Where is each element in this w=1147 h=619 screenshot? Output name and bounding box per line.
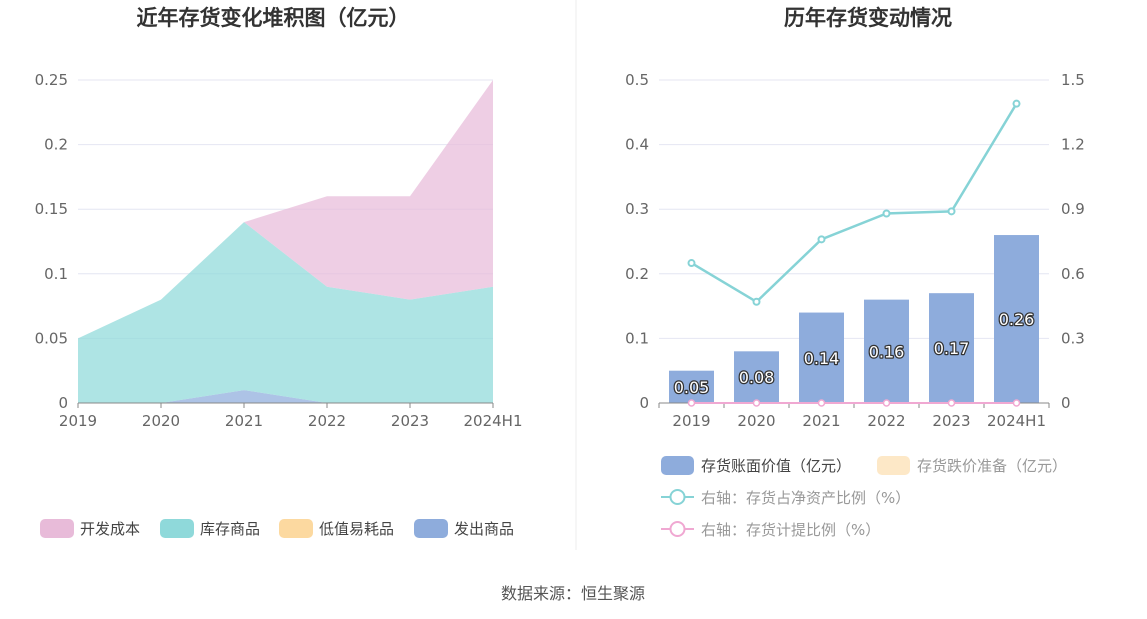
legend-swatch — [661, 456, 694, 475]
y-tick-label: 0.2 — [625, 265, 649, 283]
x-tick-label: 2022 — [308, 412, 346, 430]
y-tick-label: 0.5 — [625, 71, 649, 89]
bar — [799, 312, 844, 403]
line-point-ratio — [687, 259, 696, 268]
legend-marker — [669, 521, 686, 537]
y-tick-label: 0.25 — [35, 71, 68, 89]
line-point-provision — [882, 399, 891, 407]
left-chart-title: 近年存货变化堆积图（亿元） — [137, 6, 410, 30]
bar — [864, 299, 909, 403]
y2-tick-label: 0.9 — [1061, 200, 1085, 218]
legend-label: 右轴：存货占净资产比例（%） — [701, 489, 910, 507]
y-tick-label: 0.1 — [44, 265, 68, 283]
x-tick-label: 2019 — [59, 412, 97, 430]
line-point-provision — [1012, 399, 1021, 407]
x-tick-label: 2023 — [932, 412, 970, 430]
bar — [994, 235, 1039, 403]
line-point-provision — [947, 399, 956, 407]
y2-tick-label: 0 — [1061, 394, 1071, 412]
area-series — [78, 222, 493, 403]
bar-data-label: 0.08 — [739, 368, 775, 387]
legend-label: 存货账面价值（亿元） — [701, 457, 851, 475]
legend-label: 低值易耗品 — [319, 520, 394, 538]
y-tick-label: 0 — [58, 394, 68, 412]
legend-label: 开发成本 — [80, 520, 140, 538]
legend-swatch — [279, 519, 313, 538]
legend-swatch — [877, 456, 910, 475]
y-tick-label: 0.1 — [625, 329, 649, 347]
line-point-provision — [687, 399, 696, 407]
line-point-ratio — [1012, 99, 1021, 108]
bar — [734, 351, 779, 403]
y-tick-label: 0.3 — [625, 200, 649, 218]
legend-swatch — [160, 519, 194, 538]
bar-line-chart: 0 0.1 0.2 0.3 0.4 0.5 0 0.3 0.6 0.9 1.2 1.5 2019 2020… — [625, 71, 1085, 539]
line-point-provision — [752, 399, 761, 407]
legend-label: 发出商品 — [454, 520, 514, 538]
y-tick-label: 0.2 — [44, 136, 68, 154]
area-series — [78, 390, 493, 403]
x-tick-label: 2020 — [737, 412, 775, 430]
legend-swatch — [414, 519, 448, 538]
y-tick-label: 0.15 — [35, 200, 68, 218]
bar — [669, 370, 714, 403]
y2-tick-label: 1.5 — [1061, 71, 1085, 89]
y-tick-label: 0.4 — [625, 136, 649, 154]
x-tick-label: 2022 — [867, 412, 905, 430]
bar-data-label: 0.16 — [869, 342, 905, 361]
x-tick-label: 2024H1 — [464, 412, 523, 430]
series-line-ratio — [690, 103, 1018, 304]
y2-tick-label: 1.2 — [1061, 136, 1085, 154]
area-series — [78, 80, 493, 339]
bar-data-label: 0.14 — [804, 349, 840, 368]
legend-label: 存货跌价准备（亿元） — [917, 457, 1067, 475]
x-tick-label: 2021 — [802, 412, 840, 430]
legend-swatch — [40, 519, 74, 538]
bar-data-label: 0.17 — [934, 339, 970, 358]
bar-data-label: 0.26 — [999, 310, 1035, 329]
line-point-provision — [817, 399, 826, 407]
legend-label: 右轴：存货计提比例（%） — [701, 521, 880, 539]
y-tick-label: 0.05 — [35, 329, 68, 347]
stacked-area-chart: 0 0.05 0.1 0.15 0.2 0.25 2019 2020 2021 2022 2023 2… — [35, 71, 523, 538]
x-tick-label: 2023 — [391, 412, 429, 430]
y2-tick-label: 0.6 — [1061, 265, 1085, 283]
legend-marker — [669, 489, 686, 505]
line-point-ratio — [882, 209, 891, 218]
legend-label: 库存商品 — [200, 520, 260, 538]
line-point-ratio — [752, 297, 761, 306]
right-chart-title: 历年存货变动情况 — [784, 6, 952, 30]
source-note: 数据来源：恒生聚源 — [501, 584, 645, 603]
y-tick-label: 0 — [639, 394, 649, 412]
y2-tick-label: 0.3 — [1061, 329, 1085, 347]
line-point-ratio — [947, 207, 956, 216]
bar-data-label: 0.05 — [674, 378, 710, 397]
line-point-ratio — [817, 235, 826, 244]
x-tick-label: 2020 — [142, 412, 180, 430]
x-tick-label: 2019 — [672, 412, 710, 430]
bar — [929, 293, 974, 403]
x-tick-label: 2024H1 — [987, 412, 1046, 430]
x-tick-label: 2021 — [225, 412, 263, 430]
